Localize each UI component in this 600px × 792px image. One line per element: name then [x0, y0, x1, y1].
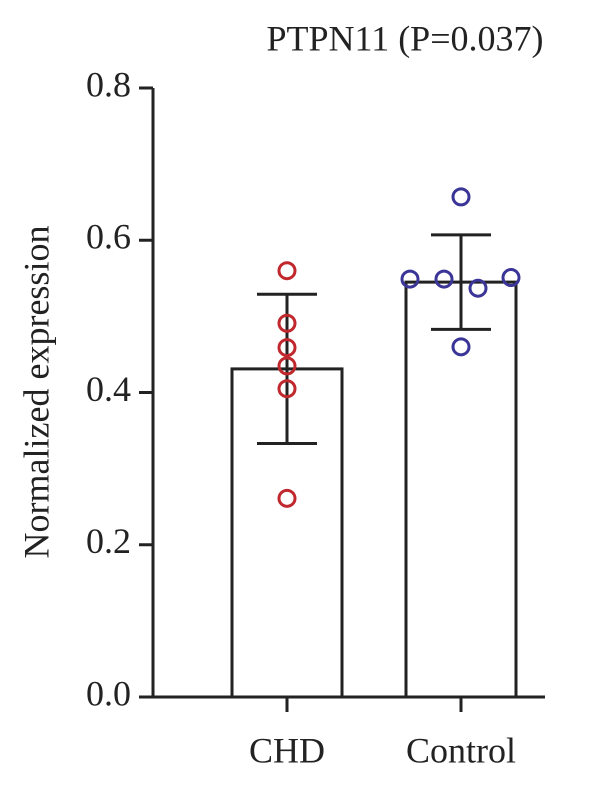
- data-point: [277, 338, 297, 358]
- data-point: [277, 313, 297, 333]
- data-point: [468, 278, 488, 298]
- data-point: [277, 261, 297, 281]
- y-tick-label: 0.0: [86, 673, 131, 713]
- y-tick-label: 0.4: [86, 369, 131, 409]
- bar: [404, 280, 518, 699]
- y-axis-label: Normalized expression: [16, 226, 56, 559]
- data-point: [277, 356, 297, 376]
- data-point: [434, 269, 454, 289]
- y-tick-label: 0.8: [86, 64, 131, 104]
- data-point: [277, 488, 297, 508]
- chart-title: PTPN11 (P=0.037): [267, 18, 544, 58]
- x-tick-label: Control: [406, 730, 516, 770]
- data-point: [451, 187, 471, 207]
- data-point: [277, 379, 297, 399]
- data-point: [400, 269, 420, 289]
- data-point: [451, 337, 471, 357]
- x-tick-label: CHD: [249, 730, 325, 770]
- y-tick-label: 0.6: [86, 217, 131, 257]
- y-tick-label: 0.2: [86, 521, 131, 561]
- data-point: [501, 268, 521, 288]
